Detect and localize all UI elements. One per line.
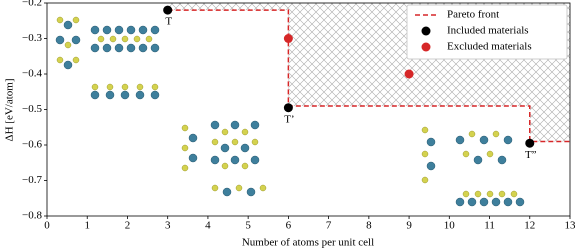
pareto-line	[167, 9, 570, 143]
point	[283, 103, 293, 113]
y-tick-label: −0.5	[22, 103, 42, 115]
point	[283, 34, 293, 43]
y-axis-label: ΔH [eV/atom]	[4, 79, 16, 142]
y-tick-label: −0.8	[22, 210, 42, 222]
point-label: T”	[525, 149, 537, 161]
x-tick-label: 7	[326, 220, 332, 232]
x-tick-label: 5	[245, 220, 251, 232]
x-tick-label: 13	[565, 220, 575, 232]
legend-label: Included materials	[447, 25, 529, 37]
x-tick-label: 8	[366, 220, 372, 232]
x-tick-label: 2	[125, 220, 131, 232]
legend-label: Pareto front	[447, 9, 499, 21]
y-tick-label: −0.4	[22, 68, 42, 80]
point-label: T’	[284, 113, 294, 125]
y-tick-label: −0.2	[22, 0, 42, 9]
x-tick-label: 11	[484, 220, 495, 232]
x-axis-label: Number of atoms per unit cell	[242, 237, 374, 249]
x-tick-label: 0	[44, 220, 50, 232]
legend-box	[406, 4, 568, 60]
point	[163, 5, 173, 15]
y-tick-label: −0.6	[22, 139, 42, 151]
legend-swatch	[421, 26, 431, 36]
x-tick-label: 12	[524, 220, 535, 232]
point-label: T	[165, 16, 172, 28]
point	[404, 69, 414, 79]
y-tick-label: −0.3	[22, 32, 42, 44]
x-tick-label: 10	[444, 220, 456, 232]
y-tick-label: −0.7	[22, 174, 42, 186]
x-tick-label: 1	[84, 220, 90, 232]
x-tick-label: 3	[165, 220, 171, 232]
point	[525, 138, 535, 148]
x-tick-label: 9	[406, 220, 412, 232]
legend-label: Excluded materials	[447, 41, 532, 53]
crystal-structures	[55, 16, 525, 207]
x-tick-label: 6	[286, 220, 292, 232]
x-tick-label: 4	[205, 220, 211, 232]
legend-swatch	[421, 42, 431, 52]
